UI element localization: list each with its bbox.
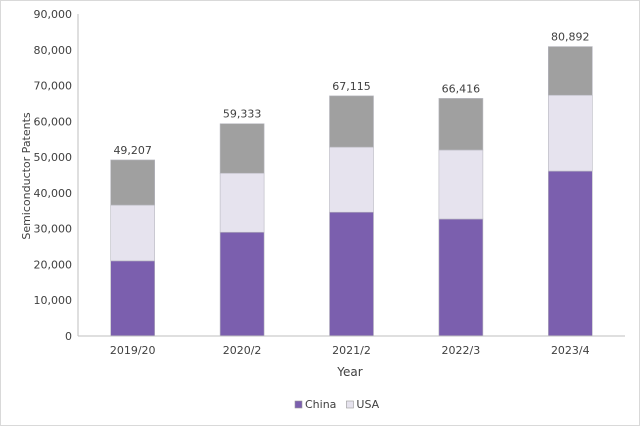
bar-segment-other (438, 98, 484, 151)
y-tick-label: 80,000 (34, 44, 73, 57)
legend-swatch (346, 400, 354, 409)
y-axis-label: Semiconductor Patents (20, 112, 33, 240)
bar-segment-usa (329, 146, 374, 213)
total-label: 66,416 (442, 82, 481, 95)
legend-label: China (305, 398, 336, 411)
y-tick-label: 70,000 (34, 80, 73, 93)
y-tick-label: 50,000 (34, 151, 73, 164)
total-label: 67,115 (332, 80, 371, 93)
bars: 49,207 59,333 67,115 66,416 80,892 (110, 31, 593, 337)
y-axis: 0 10,000 20,000 30,000 40,000 50,000 60,000 70,… (34, 8, 79, 343)
total-label: 59,333 (223, 108, 262, 121)
x-tick-label: 2023/4 (551, 344, 590, 357)
y-tick-label: 20,000 (34, 258, 73, 271)
legend-swatch (294, 400, 303, 409)
legend: China USA (294, 398, 380, 411)
x-tick-label: 2021/2 (332, 344, 371, 357)
total-label: 49,207 (113, 144, 152, 157)
y-tick-label: 0 (65, 330, 72, 343)
y-tick-label: 90,000 (34, 8, 73, 21)
x-tick-label: 2020/2 (223, 344, 262, 357)
x-tick-label: 2022/3 (442, 344, 481, 357)
bar-segment-other (547, 46, 593, 96)
y-tick-label: 30,000 (34, 223, 73, 236)
y-tick-label: 60,000 (34, 115, 73, 128)
bar-segment-china (110, 260, 155, 337)
bar-segment-other (329, 95, 374, 148)
bar-segment-other (110, 159, 155, 206)
x-tick-label: 2019/20 (110, 344, 156, 357)
bar-segment-other (219, 123, 265, 174)
y-tick-label: 10,000 (34, 294, 73, 307)
bar-segment-usa (547, 94, 593, 172)
bar-segment-china (329, 211, 374, 337)
y-tick-label: 40,000 (34, 187, 73, 200)
bar-segment-usa (438, 149, 484, 220)
x-axis-label: Year (336, 365, 362, 379)
bar-segment-china (438, 218, 484, 337)
total-label: 80,892 (551, 31, 590, 44)
bar-segment-china (219, 231, 265, 337)
bar-segment-usa (219, 172, 265, 233)
bar-segment-usa (110, 204, 155, 262)
legend-label: USA (356, 398, 379, 411)
bar-segment-china (547, 170, 593, 337)
x-axis: 2019/20 2020/2 2021/2 2022/3 2023/4 (78, 335, 625, 357)
